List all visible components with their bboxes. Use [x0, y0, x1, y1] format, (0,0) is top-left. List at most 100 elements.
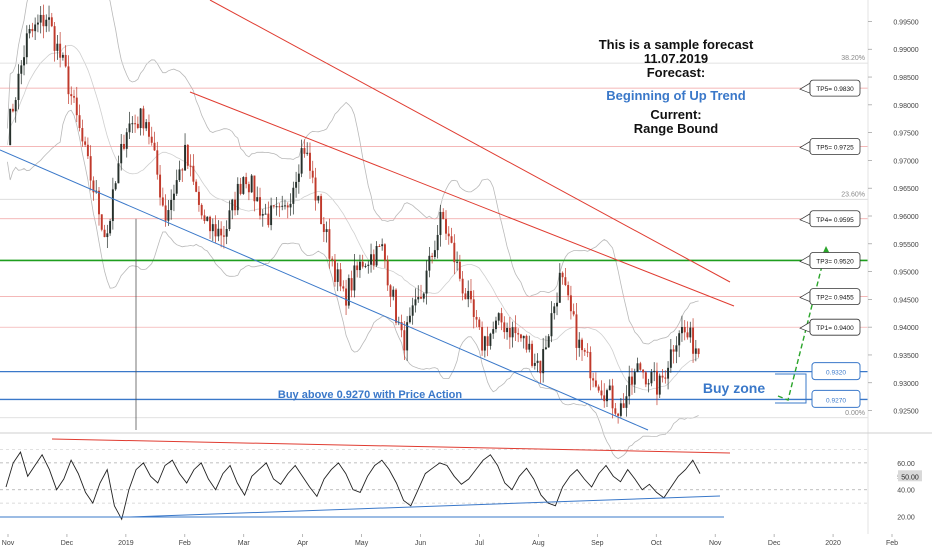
- x-tick-label: Aug: [532, 540, 545, 547]
- candle-body: [100, 214, 103, 230]
- candle-body: [111, 189, 114, 222]
- candle-body: [464, 293, 467, 300]
- candle-body: [156, 150, 159, 175]
- candle-body: [20, 65, 23, 74]
- candle-body: [506, 327, 509, 333]
- candle-body: [103, 229, 106, 238]
- y-tick-label: 0.98500: [893, 75, 918, 82]
- buy-level-text: 0.9270: [826, 397, 846, 404]
- candle-body: [197, 191, 200, 205]
- candle-body: [361, 261, 364, 267]
- candle-body: [170, 199, 173, 211]
- candle-body: [267, 213, 270, 226]
- candle-body: [375, 246, 378, 266]
- osc-current-badge: [898, 470, 922, 482]
- candle-body: [347, 278, 350, 306]
- candle-body: [75, 97, 78, 116]
- candle-body: [519, 334, 522, 339]
- candle-body: [222, 235, 225, 237]
- candle-body: [150, 136, 153, 143]
- candle-body: [664, 377, 667, 379]
- candle-body: [669, 349, 672, 368]
- candle-body: [206, 216, 209, 221]
- candle-body: [106, 233, 109, 238]
- candle-body: [217, 228, 220, 237]
- current-label: Current:: [650, 107, 701, 122]
- buy-level-box: [811, 362, 861, 381]
- candle-body: [81, 128, 84, 142]
- x-tick-label: May: [355, 540, 369, 547]
- forecast-line1: This is a sample forecast: [599, 37, 754, 52]
- candle-body: [195, 181, 198, 192]
- candle-body: [481, 326, 484, 351]
- candle-body: [114, 183, 117, 190]
- candle-body: [631, 376, 633, 385]
- candle-body: [458, 261, 461, 279]
- candle-body: [528, 343, 531, 350]
- candle-body: [259, 197, 261, 216]
- candle-body: [300, 148, 303, 174]
- candle-body: [59, 43, 62, 58]
- y-tick-label: 0.95500: [893, 242, 918, 249]
- candle-body: [372, 254, 375, 266]
- candle-body: [539, 360, 542, 374]
- candle-body: [472, 299, 475, 317]
- tp3-label-pointer: [799, 254, 811, 266]
- candle-body: [606, 390, 608, 402]
- candle-body: [50, 17, 53, 27]
- candle-body: [547, 336, 550, 348]
- candle-body: [175, 180, 178, 194]
- candle-body: [417, 297, 420, 300]
- candle-body: [203, 215, 206, 221]
- candle-body: [164, 205, 167, 221]
- y-tick-label: 0.96500: [893, 186, 918, 193]
- candle-body: [325, 229, 328, 233]
- buy-zone-bracket: [775, 373, 807, 404]
- candle-body: [567, 285, 570, 296]
- candle-body: [442, 211, 445, 220]
- candle-body: [550, 313, 553, 337]
- horizontal-levels: 38.20% 23.60% 0.00%: [0, 55, 868, 430]
- candle-body: [656, 370, 658, 395]
- y-tick-label: 0.97500: [893, 131, 918, 138]
- candle-body: [564, 277, 567, 286]
- candle-body: [147, 122, 150, 137]
- candle-body: [433, 250, 436, 257]
- candle-body: [25, 33, 28, 58]
- candle-body: [73, 96, 75, 98]
- candle-body: [378, 246, 381, 248]
- candle-body: [17, 73, 20, 101]
- tp2-label-text: TP2= 0.9455: [816, 295, 854, 302]
- osc-support: [129, 495, 721, 518]
- candle-body: [569, 295, 572, 312]
- bollinger-bands: [7, 0, 699, 460]
- candle-body: [123, 143, 125, 149]
- x-tick-label: Jun: [415, 540, 426, 547]
- candle-body: [486, 336, 489, 346]
- candle-body: [689, 327, 692, 338]
- candle-body: [220, 228, 223, 236]
- tp3-label-box: [809, 252, 861, 269]
- tp6-label-box: [809, 79, 861, 97]
- candle-body: [295, 181, 298, 188]
- candle-body: [245, 177, 248, 185]
- tp4-label-box: [809, 210, 861, 228]
- candle-body: [250, 175, 253, 193]
- candle-body: [214, 224, 217, 237]
- forecast-text: This is a sample forecast 11.07.2019 For…: [278, 37, 765, 401]
- candle-body: [56, 43, 59, 51]
- candle-body: [514, 327, 517, 334]
- y-tick-label: 0.99500: [893, 19, 918, 26]
- buy-above-text: Buy above 0.9270 with Price Action: [278, 389, 462, 401]
- candle-body: [436, 234, 439, 251]
- x-tick-label: Nov: [709, 540, 722, 547]
- candle-body: [358, 261, 361, 271]
- candle-body: [86, 144, 89, 157]
- candle-body: [400, 322, 403, 331]
- candle-body: [467, 290, 470, 300]
- candle-body: [456, 261, 459, 263]
- candle-body: [153, 142, 156, 151]
- forecast-value: Beginning of Up Trend: [606, 88, 745, 103]
- candle-body: [356, 265, 359, 271]
- resistance-line-outer: [209, 0, 731, 283]
